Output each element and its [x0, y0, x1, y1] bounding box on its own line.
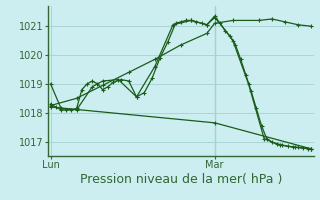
- X-axis label: Pression niveau de la mer( hPa ): Pression niveau de la mer( hPa ): [80, 173, 282, 186]
